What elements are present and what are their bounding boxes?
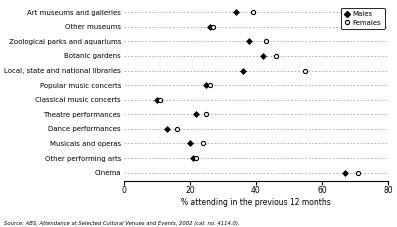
Text: Source: ABS, Attendance at Selected Cultural Venues and Events, 2002 (cat. no. 4: Source: ABS, Attendance at Selected Cult…: [4, 221, 239, 226]
X-axis label: % attending in the previous 12 months: % attending in the previous 12 months: [181, 198, 331, 207]
Legend: Males, Females: Males, Females: [341, 8, 385, 29]
